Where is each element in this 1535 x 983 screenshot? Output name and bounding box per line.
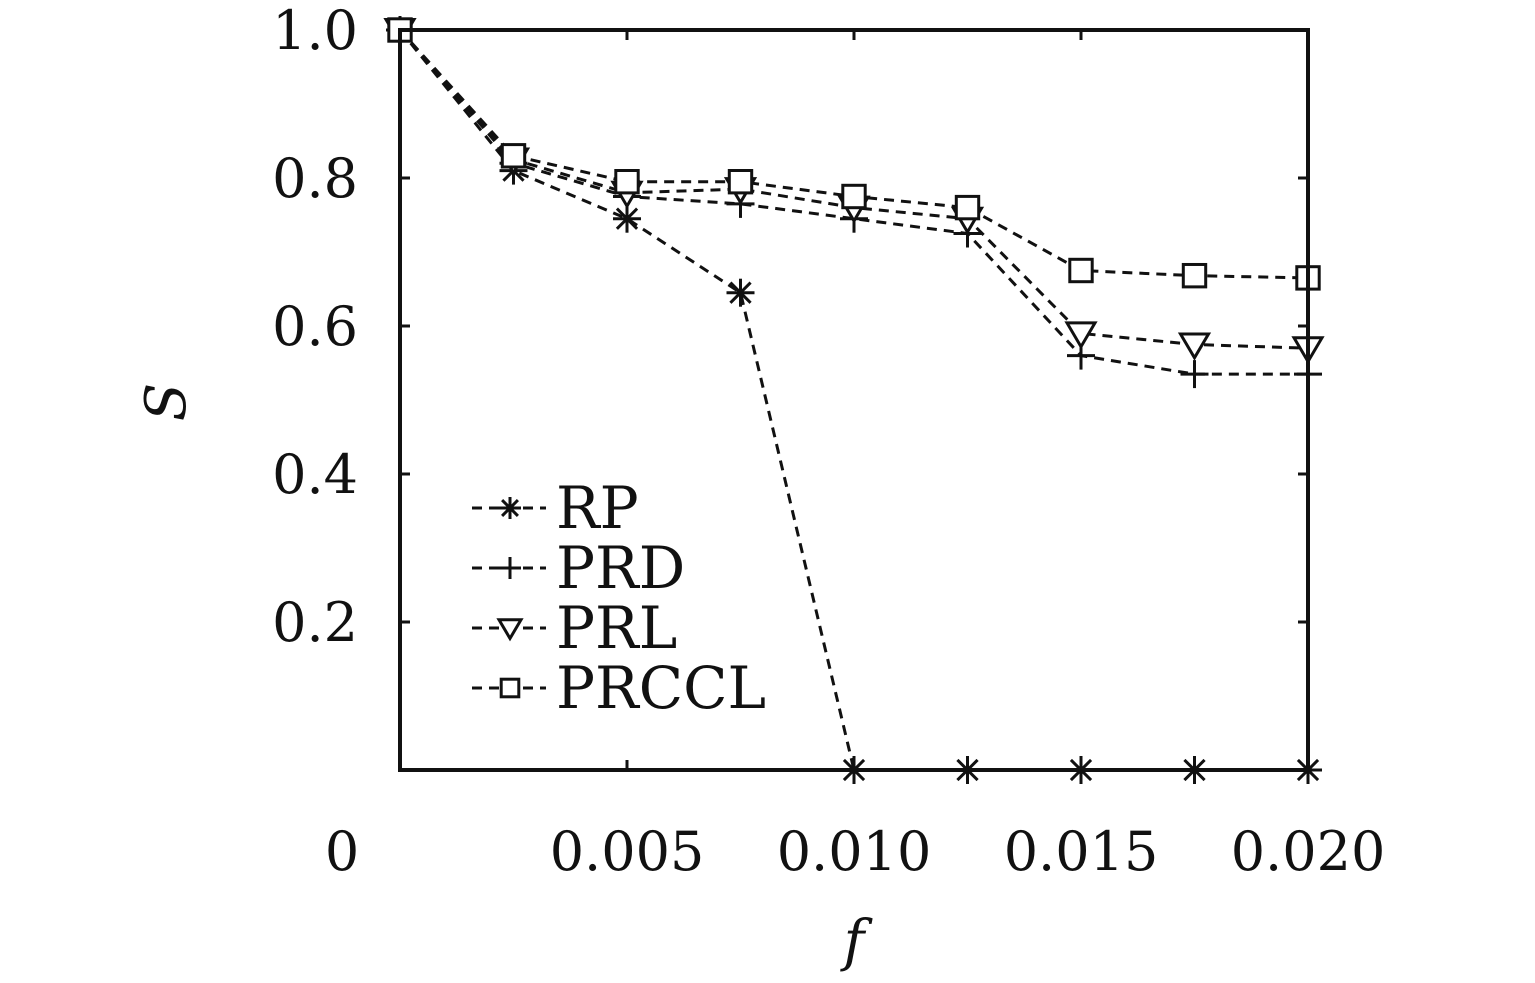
data-point-prccl [727, 169, 754, 195]
x-axis-label: f [840, 909, 874, 974]
data-point-prl [1064, 321, 1098, 350]
plot-frame [398, 28, 1310, 772]
legend-label: PRL [556, 594, 677, 662]
legend-marker-prl [496, 618, 524, 642]
data-point-prccl [841, 183, 867, 210]
x-tick-label: 0.005 [550, 820, 705, 883]
data-point-rp [726, 278, 755, 307]
legend-label: PRD [556, 534, 685, 602]
legend-marker-prd [499, 557, 521, 579]
x-tick-label: 0.010 [777, 820, 932, 883]
ticks-layer: 0 0.005 0.010 0.015 0.020 0.2 0.4 0.6 0.8 1.0 [272, 0, 1385, 883]
y-tick-label: 0.2 [272, 591, 358, 654]
legend-item-prd: PRD [472, 534, 685, 602]
x-tick-label: 0.020 [1231, 820, 1386, 883]
legend-item-prl: PRL [472, 594, 677, 662]
x-tick-label: 0 [325, 820, 359, 883]
data-point-prccl [1068, 257, 1094, 284]
series-line-prccl [398, 28, 1309, 280]
series-line-rp [398, 29, 1308, 772]
legend-item-prccl: PRCCL [472, 654, 766, 722]
data-point-prccl [614, 169, 640, 195]
y-tick-label: 0.6 [272, 295, 358, 358]
data-point-prd [1180, 360, 1209, 389]
y-tick-label: 0.8 [272, 147, 358, 210]
legend-item-rp: RP [472, 474, 639, 542]
y-axis-label: S [134, 383, 199, 421]
data-point-prccl [500, 143, 527, 169]
legend-label: RP [556, 474, 639, 542]
data-point-prccl [954, 194, 981, 221]
data-point-prccl [1181, 262, 1208, 289]
legend-marker-prccl [499, 677, 521, 699]
y-tick-label: 1.0 [272, 0, 358, 62]
legend-marker-rp [499, 497, 521, 519]
plot-layer [383, 16, 1325, 784]
x-tick-label: 0.015 [1004, 820, 1159, 883]
y-tick-label: 0.4 [272, 443, 358, 506]
data-point-prl [1177, 332, 1212, 361]
legend-label: PRCCL [556, 654, 766, 722]
